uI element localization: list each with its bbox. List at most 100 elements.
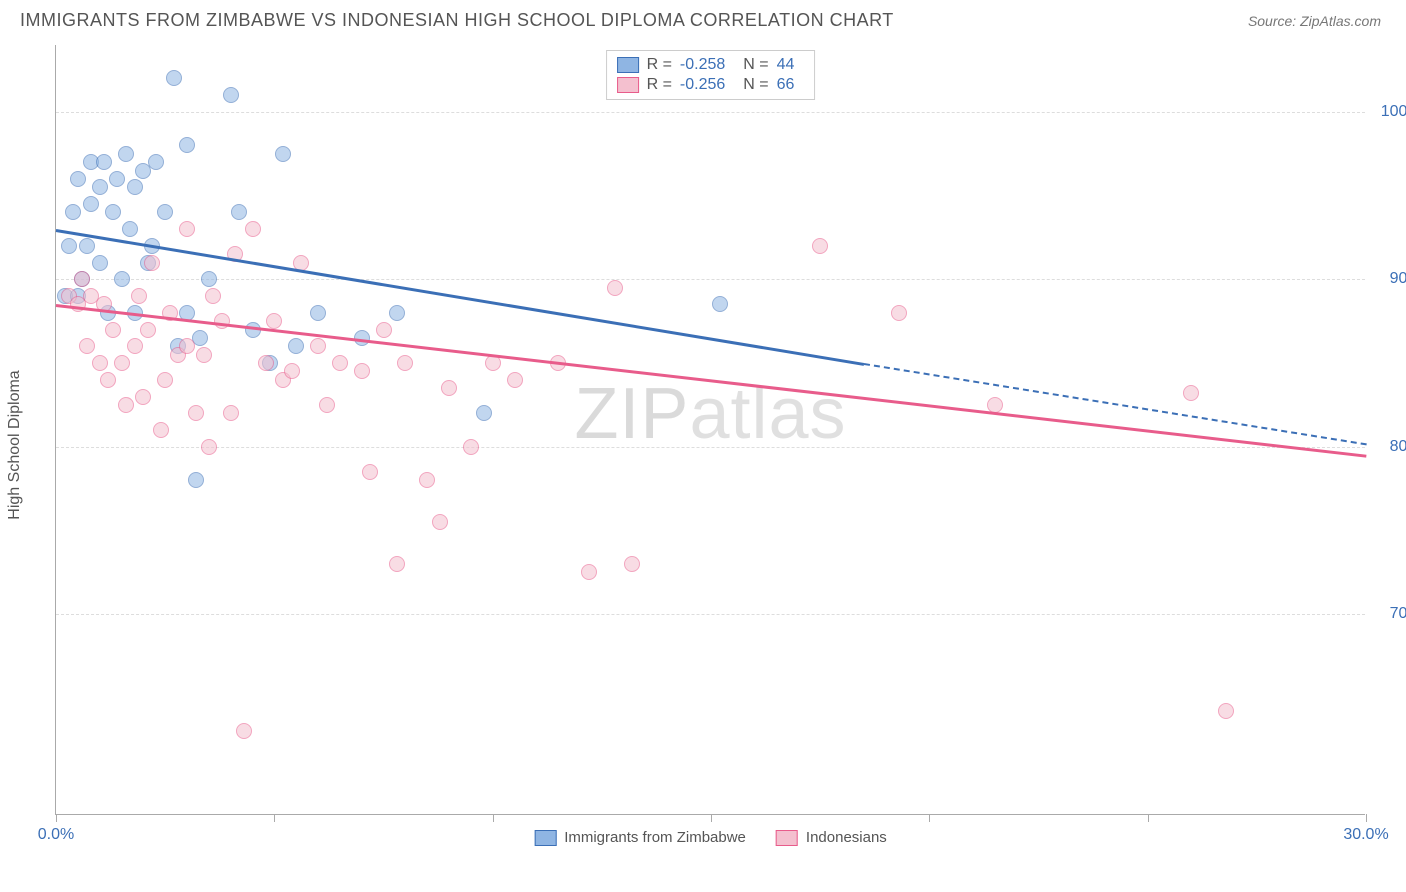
n-label: N =: [743, 56, 768, 74]
gridline-h: [56, 614, 1365, 615]
trend-line: [864, 363, 1366, 445]
data-point-blue: [65, 204, 81, 220]
data-point-pink: [284, 363, 300, 379]
data-point-pink: [245, 221, 261, 237]
plot-area: ZIPatlas R = -0.258 N = 44 R = -0.256 N …: [55, 45, 1365, 815]
gridline-h: [56, 279, 1365, 280]
data-point-blue: [148, 154, 164, 170]
swatch-pink-icon: [776, 830, 798, 846]
source-link[interactable]: Source: ZipAtlas.com: [1248, 13, 1381, 29]
data-point-blue: [109, 171, 125, 187]
data-point-pink: [432, 514, 448, 530]
data-point-blue: [389, 305, 405, 321]
data-point-pink: [624, 556, 640, 572]
data-point-pink: [1218, 703, 1234, 719]
x-tick: [56, 814, 57, 822]
data-point-pink: [1183, 385, 1199, 401]
x-tick: [711, 814, 712, 822]
data-point-pink: [179, 221, 195, 237]
data-point-blue: [92, 179, 108, 195]
data-point-pink: [507, 372, 523, 388]
n-label: N =: [743, 76, 768, 94]
legend-label-blue: Immigrants from Zimbabwe: [564, 829, 746, 846]
n-value-pink: 66: [777, 76, 795, 94]
y-tick-label: 80.0%: [1390, 438, 1406, 456]
data-point-blue: [231, 204, 247, 220]
r-label: R =: [647, 56, 672, 74]
data-point-pink: [376, 322, 392, 338]
data-point-blue: [83, 196, 99, 212]
n-value-blue: 44: [777, 56, 795, 74]
data-point-blue: [127, 179, 143, 195]
data-point-pink: [441, 380, 457, 396]
data-point-blue: [70, 171, 86, 187]
x-tick: [1148, 814, 1149, 822]
swatch-blue-icon: [617, 57, 639, 73]
data-point-pink: [188, 405, 204, 421]
data-point-pink: [131, 288, 147, 304]
data-point-pink: [397, 355, 413, 371]
r-value-pink: -0.256: [680, 76, 725, 94]
data-point-blue: [179, 137, 195, 153]
swatch-pink-icon: [617, 77, 639, 93]
legend-stats-row-blue: R = -0.258 N = 44: [617, 55, 805, 75]
chart-title: IMMIGRANTS FROM ZIMBABWE VS INDONESIAN H…: [20, 10, 894, 31]
data-point-blue: [61, 238, 77, 254]
data-point-blue: [166, 70, 182, 86]
y-tick-label: 90.0%: [1390, 270, 1406, 288]
data-point-pink: [581, 564, 597, 580]
data-point-pink: [214, 313, 230, 329]
data-point-pink: [319, 397, 335, 413]
chart-container: High School Diploma ZIPatlas R = -0.258 …: [45, 45, 1385, 845]
data-point-blue: [79, 238, 95, 254]
data-point-pink: [153, 422, 169, 438]
legend-item-pink: Indonesians: [776, 829, 887, 846]
data-point-pink: [118, 397, 134, 413]
data-point-pink: [79, 338, 95, 354]
data-point-pink: [92, 355, 108, 371]
data-point-blue: [105, 204, 121, 220]
data-point-blue: [96, 154, 112, 170]
data-point-pink: [354, 363, 370, 379]
data-point-pink: [74, 271, 90, 287]
x-tick: [493, 814, 494, 822]
data-point-pink: [105, 322, 121, 338]
data-point-pink: [419, 472, 435, 488]
gridline-h: [56, 112, 1365, 113]
legend-label-pink: Indonesians: [806, 829, 887, 846]
data-point-pink: [140, 322, 156, 338]
swatch-blue-icon: [534, 830, 556, 846]
data-point-pink: [310, 338, 326, 354]
x-tick-label: 30.0%: [1343, 826, 1388, 844]
gridline-h: [56, 447, 1365, 448]
y-axis-label: High School Diploma: [6, 370, 24, 519]
data-point-pink: [258, 355, 274, 371]
legend-stats-row-pink: R = -0.256 N = 66: [617, 75, 805, 95]
data-point-blue: [476, 405, 492, 421]
legend-series: Immigrants from Zimbabwe Indonesians: [534, 829, 887, 846]
x-tick: [929, 814, 930, 822]
trend-line: [56, 304, 1366, 457]
source-name: ZipAtlas.com: [1300, 13, 1381, 29]
data-point-pink: [100, 372, 116, 388]
data-point-pink: [812, 238, 828, 254]
data-point-pink: [157, 372, 173, 388]
data-point-pink: [179, 338, 195, 354]
data-point-pink: [362, 464, 378, 480]
data-point-pink: [114, 355, 130, 371]
data-point-blue: [712, 296, 728, 312]
data-point-pink: [463, 439, 479, 455]
data-point-blue: [118, 146, 134, 162]
r-label: R =: [647, 76, 672, 94]
data-point-blue: [114, 271, 130, 287]
data-point-pink: [135, 389, 151, 405]
legend-item-blue: Immigrants from Zimbabwe: [534, 829, 746, 846]
data-point-pink: [607, 280, 623, 296]
data-point-pink: [205, 288, 221, 304]
data-point-blue: [157, 204, 173, 220]
data-point-blue: [122, 221, 138, 237]
x-tick: [1366, 814, 1367, 822]
data-point-pink: [196, 347, 212, 363]
data-point-pink: [266, 313, 282, 329]
watermark: ZIPatlas: [574, 373, 846, 455]
